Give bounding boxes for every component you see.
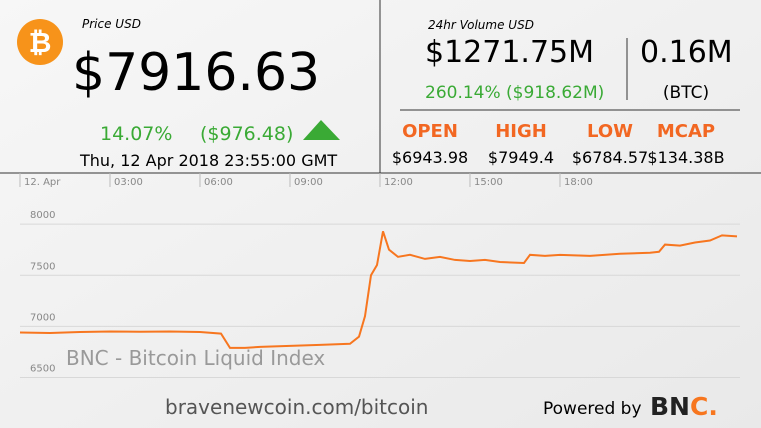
change-pct: 14.07% xyxy=(100,123,172,145)
x-tick-label: 03:00 xyxy=(114,177,143,188)
volume-usd: $1271.75M xyxy=(425,35,594,70)
y-tick-label: 7500 xyxy=(30,261,55,272)
x-tick-label: 15:00 xyxy=(474,177,503,188)
stat-value: $134.38B xyxy=(647,148,724,167)
stat-label: MCAP xyxy=(657,121,715,142)
volume-btc-unit: (BTC) xyxy=(663,83,709,103)
powered-by: Powered by xyxy=(543,399,642,419)
index-name: BNC - Bitcoin Liquid Index xyxy=(66,346,325,370)
url: bravenewcoin.com/bitcoin xyxy=(165,395,429,419)
y-tick-label: 8000 xyxy=(30,210,55,221)
bitcoin-icon xyxy=(17,19,63,65)
stat-value: $6943.98 xyxy=(392,148,468,167)
up-arrow xyxy=(303,120,340,140)
volume-btc: 0.16M xyxy=(640,35,733,70)
x-tick-label: 09:00 xyxy=(294,177,323,188)
logo: BNC. xyxy=(650,392,718,421)
volume-label: 24hr Volume USD xyxy=(428,18,534,32)
stat-label: HIGH xyxy=(495,121,547,142)
bitcoin-icon-glyph: ₿ xyxy=(29,26,52,59)
stat-value: $7949.4 xyxy=(488,148,554,167)
stat-label: OPEN xyxy=(402,121,458,142)
timestamp: Thu, 12 Apr 2018 23:55:00 GMT xyxy=(79,151,337,170)
x-tick-label: 18:00 xyxy=(564,177,593,188)
volume-change: 260.14% ($918.62M) xyxy=(425,83,604,103)
y-tick-label: 6500 xyxy=(30,364,55,375)
stat-label: LOW xyxy=(587,121,633,142)
x-tick-label: 12. Apr xyxy=(24,177,61,188)
x-tick-label: 06:00 xyxy=(204,177,233,188)
price-line xyxy=(19,230,738,349)
price-label: Price USD xyxy=(82,17,141,31)
change-abs: ($976.48) xyxy=(200,123,293,145)
price: $7916.63 xyxy=(72,43,320,103)
y-tick-label: 7000 xyxy=(30,312,55,323)
logo-accent: C. xyxy=(690,392,718,421)
stat-value: $6784.57 xyxy=(572,148,648,167)
logo-main: BN xyxy=(650,392,690,421)
x-tick-label: 12:00 xyxy=(384,177,413,188)
